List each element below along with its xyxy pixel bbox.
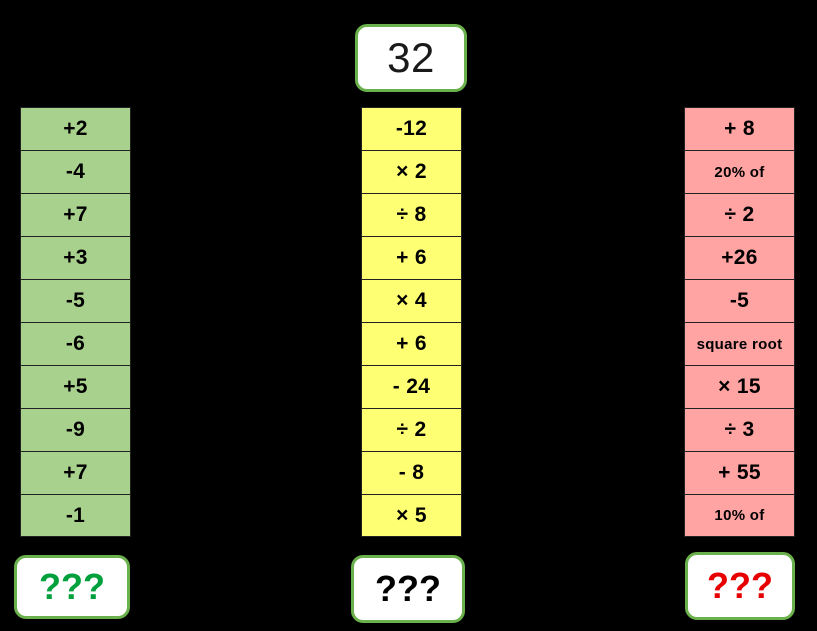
chain-step: - 24: [361, 365, 462, 408]
chain-step: × 5: [361, 494, 462, 537]
yellow-answer-box[interactable]: ???: [351, 555, 465, 623]
chain-step: -6: [20, 322, 131, 365]
yellow-chain-column: -12 × 2 ÷ 8 + 6 × 4 + 6 - 24 ÷ 2 - 8 × 5: [361, 107, 462, 537]
start-value-text: 32: [387, 34, 435, 81]
chain-step: + 8: [684, 107, 795, 150]
green-answer-box[interactable]: ???: [14, 555, 130, 619]
chain-step: + 6: [361, 322, 462, 365]
chain-step: square root: [684, 322, 795, 365]
chain-step: ÷ 3: [684, 408, 795, 451]
chain-step: + 55: [684, 451, 795, 494]
chain-step: × 2: [361, 150, 462, 193]
chain-step: +3: [20, 236, 131, 279]
chain-step: +5: [20, 365, 131, 408]
chain-step: ÷ 2: [684, 193, 795, 236]
chain-step: × 4: [361, 279, 462, 322]
chain-step: -12: [361, 107, 462, 150]
chain-step: - 8: [361, 451, 462, 494]
pink-answer-text: ???: [707, 565, 773, 606]
chain-step: +26: [684, 236, 795, 279]
chain-step: ÷ 2: [361, 408, 462, 451]
pink-chain-column: + 8 20% of ÷ 2 +26 -5 square root × 15 ÷…: [684, 107, 795, 537]
chain-step: 20% of: [684, 150, 795, 193]
pink-answer-box[interactable]: ???: [685, 552, 795, 620]
start-value-box: 32: [355, 24, 467, 92]
chain-step: + 6: [361, 236, 462, 279]
chain-step: -5: [684, 279, 795, 322]
chain-step: × 15: [684, 365, 795, 408]
yellow-answer-text: ???: [375, 568, 441, 609]
chain-step: +2: [20, 107, 131, 150]
green-answer-text: ???: [39, 566, 105, 607]
chain-step: -5: [20, 279, 131, 322]
chain-step: -9: [20, 408, 131, 451]
green-chain-column: +2 -4 +7 +3 -5 -6 +5 -9 +7 -1: [20, 107, 131, 537]
chain-step: 10% of: [684, 494, 795, 537]
chain-step: ÷ 8: [361, 193, 462, 236]
chain-step: -4: [20, 150, 131, 193]
chain-step: +7: [20, 193, 131, 236]
chain-step: -1: [20, 494, 131, 537]
chain-step: +7: [20, 451, 131, 494]
